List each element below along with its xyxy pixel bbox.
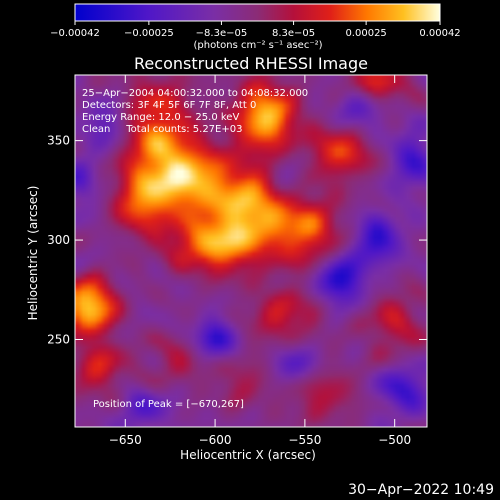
x-tick-label: −600 <box>199 433 232 447</box>
annotation-energy-range: Energy Range: 12.0 − 25.0 keV <box>82 112 239 123</box>
colorbar-tick-label: −8.3e−05 <box>196 28 248 39</box>
heatmap-raster <box>75 75 427 427</box>
heatmap-image <box>75 75 427 427</box>
colorbar-tick-label: −0.00025 <box>124 28 174 39</box>
x-axis-ticks: −650 −600 −550 −500 <box>109 75 411 447</box>
colorbar-ticks: −0.00042 −0.00025 −8.3e−05 8.3e−05 0.00025 0.… <box>50 21 461 39</box>
chart-title: Reconstructed RHESSI Image <box>134 54 368 73</box>
y-tick-label: 300 <box>47 233 70 247</box>
colorbar-label: (photons cm⁻² s⁻¹ asec⁻²) <box>193 40 322 51</box>
x-axis-label: Heliocentric X (arcsec) <box>180 448 316 462</box>
annotation-clean-counts: Clean Total counts: 5.27E+03 <box>82 124 242 135</box>
info-annotations: 25−Apr−2004 04:00:32.000 to 04:08:32.000… <box>82 88 308 410</box>
x-tick-label: −550 <box>288 433 321 447</box>
x-tick-label: −500 <box>378 433 411 447</box>
y-axis-label: Heliocentric Y (arcsec) <box>26 186 40 321</box>
plot-frame <box>74 74 428 428</box>
annotation-peak-position: Position of Peak = [−670,267] <box>93 399 244 410</box>
colorbar-tick-label: −0.00042 <box>50 28 100 39</box>
x-tick-label: −650 <box>109 433 142 447</box>
footer-timestamp: 30−Apr−2022 10:49 <box>348 482 494 498</box>
annotation-detectors: Detectors: 3F 4F 5F 6F 7F 8F, Att 0 <box>82 100 256 111</box>
y-tick-label: 250 <box>47 332 70 346</box>
annotation-time-range: 25−Apr−2004 04:00:32.000 to 04:08:32.000 <box>82 88 308 99</box>
colorbar-tick-label: 0.00042 <box>419 28 460 39</box>
y-tick-label: 350 <box>47 134 70 148</box>
colorbar <box>74 3 441 22</box>
colorbar-tick-label: 0.00025 <box>345 28 386 39</box>
colorbar-tick-label: 8.3e−05 <box>272 28 315 39</box>
y-axis-ticks: 250 300 350 <box>47 134 427 346</box>
